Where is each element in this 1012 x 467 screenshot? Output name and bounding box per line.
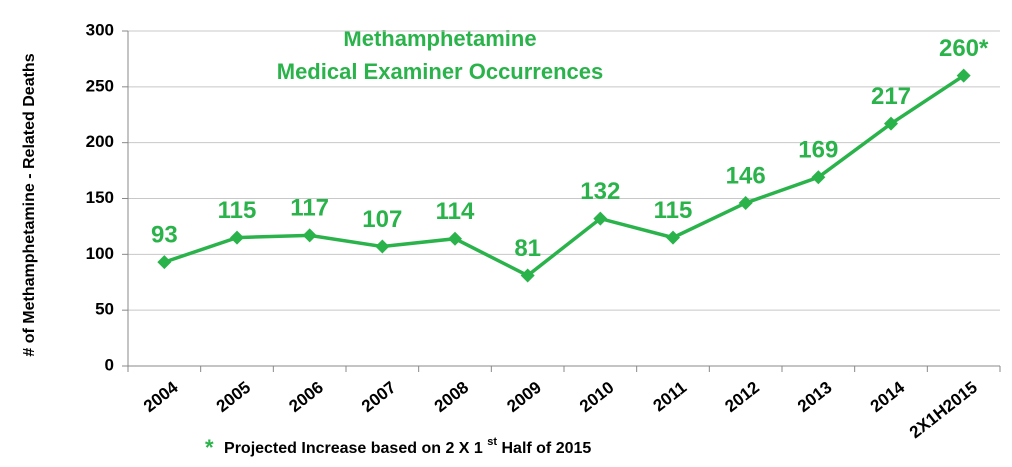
point	[302, 228, 317, 243]
y-tick-label: 300	[86, 20, 114, 39]
x-tick-label: 2009	[503, 378, 545, 416]
value-label: 81	[514, 235, 541, 262]
point	[738, 195, 753, 210]
value-label: 115	[218, 197, 257, 224]
point	[375, 239, 390, 254]
value-label: 260*	[939, 35, 989, 62]
x-tick-label: 2014	[867, 377, 909, 416]
value-label: 169	[798, 137, 838, 164]
point	[448, 231, 462, 246]
y-axis-label: # of Methamphetamine - Related Deaths	[21, 53, 38, 356]
x-tick-label: 2005	[213, 378, 255, 416]
x-tick-label: 2010	[576, 378, 618, 416]
footnote-text: Projected Increase based on 2 X 1	[224, 440, 483, 457]
footnote: * Projected Increase based on 2 X 1 st H…	[205, 433, 591, 460]
x-tick-label: 2007	[358, 378, 400, 416]
x-tick-label: 2008	[431, 378, 473, 416]
point	[666, 230, 680, 245]
value-label: 117	[290, 195, 329, 222]
x-tick-label: 2004	[140, 377, 182, 416]
chart-title-line-2: Medical Examiner Occurrences	[277, 59, 604, 84]
point	[520, 268, 535, 283]
point	[157, 255, 172, 270]
x-tick-label: 2011	[649, 378, 690, 416]
value-label: 114	[436, 198, 475, 225]
footnote-text-end: Half of 2015	[501, 440, 591, 457]
chart-title-line-1: Methamphetamine	[343, 26, 536, 51]
point	[230, 230, 244, 245]
y-tick-label: 150	[86, 188, 114, 207]
y-tick-label: 0	[105, 355, 114, 374]
point	[884, 116, 898, 131]
y-tick-label: 250	[86, 76, 114, 95]
value-label: 132	[580, 178, 620, 205]
point	[956, 68, 971, 83]
footnote-marker: *	[205, 435, 214, 460]
value-label: 107	[362, 206, 402, 233]
value-label: 93	[151, 221, 178, 248]
x-tick-label: 2006	[285, 378, 327, 416]
y-tick-label: 200	[86, 132, 114, 151]
value-label: 115	[654, 197, 693, 224]
point	[593, 211, 608, 226]
value-label: 146	[726, 162, 766, 189]
y-tick-label: 50	[95, 300, 114, 319]
x-tick-label: 2013	[794, 378, 836, 416]
line	[163, 74, 965, 278]
point	[811, 170, 826, 185]
x-tick-label: 2012	[721, 378, 763, 416]
value-label: 217	[871, 83, 911, 110]
x-tick-label: 2X1H2015	[906, 378, 981, 442]
y-tick-label: 100	[86, 244, 114, 263]
footnote-superscript: st	[487, 436, 497, 448]
